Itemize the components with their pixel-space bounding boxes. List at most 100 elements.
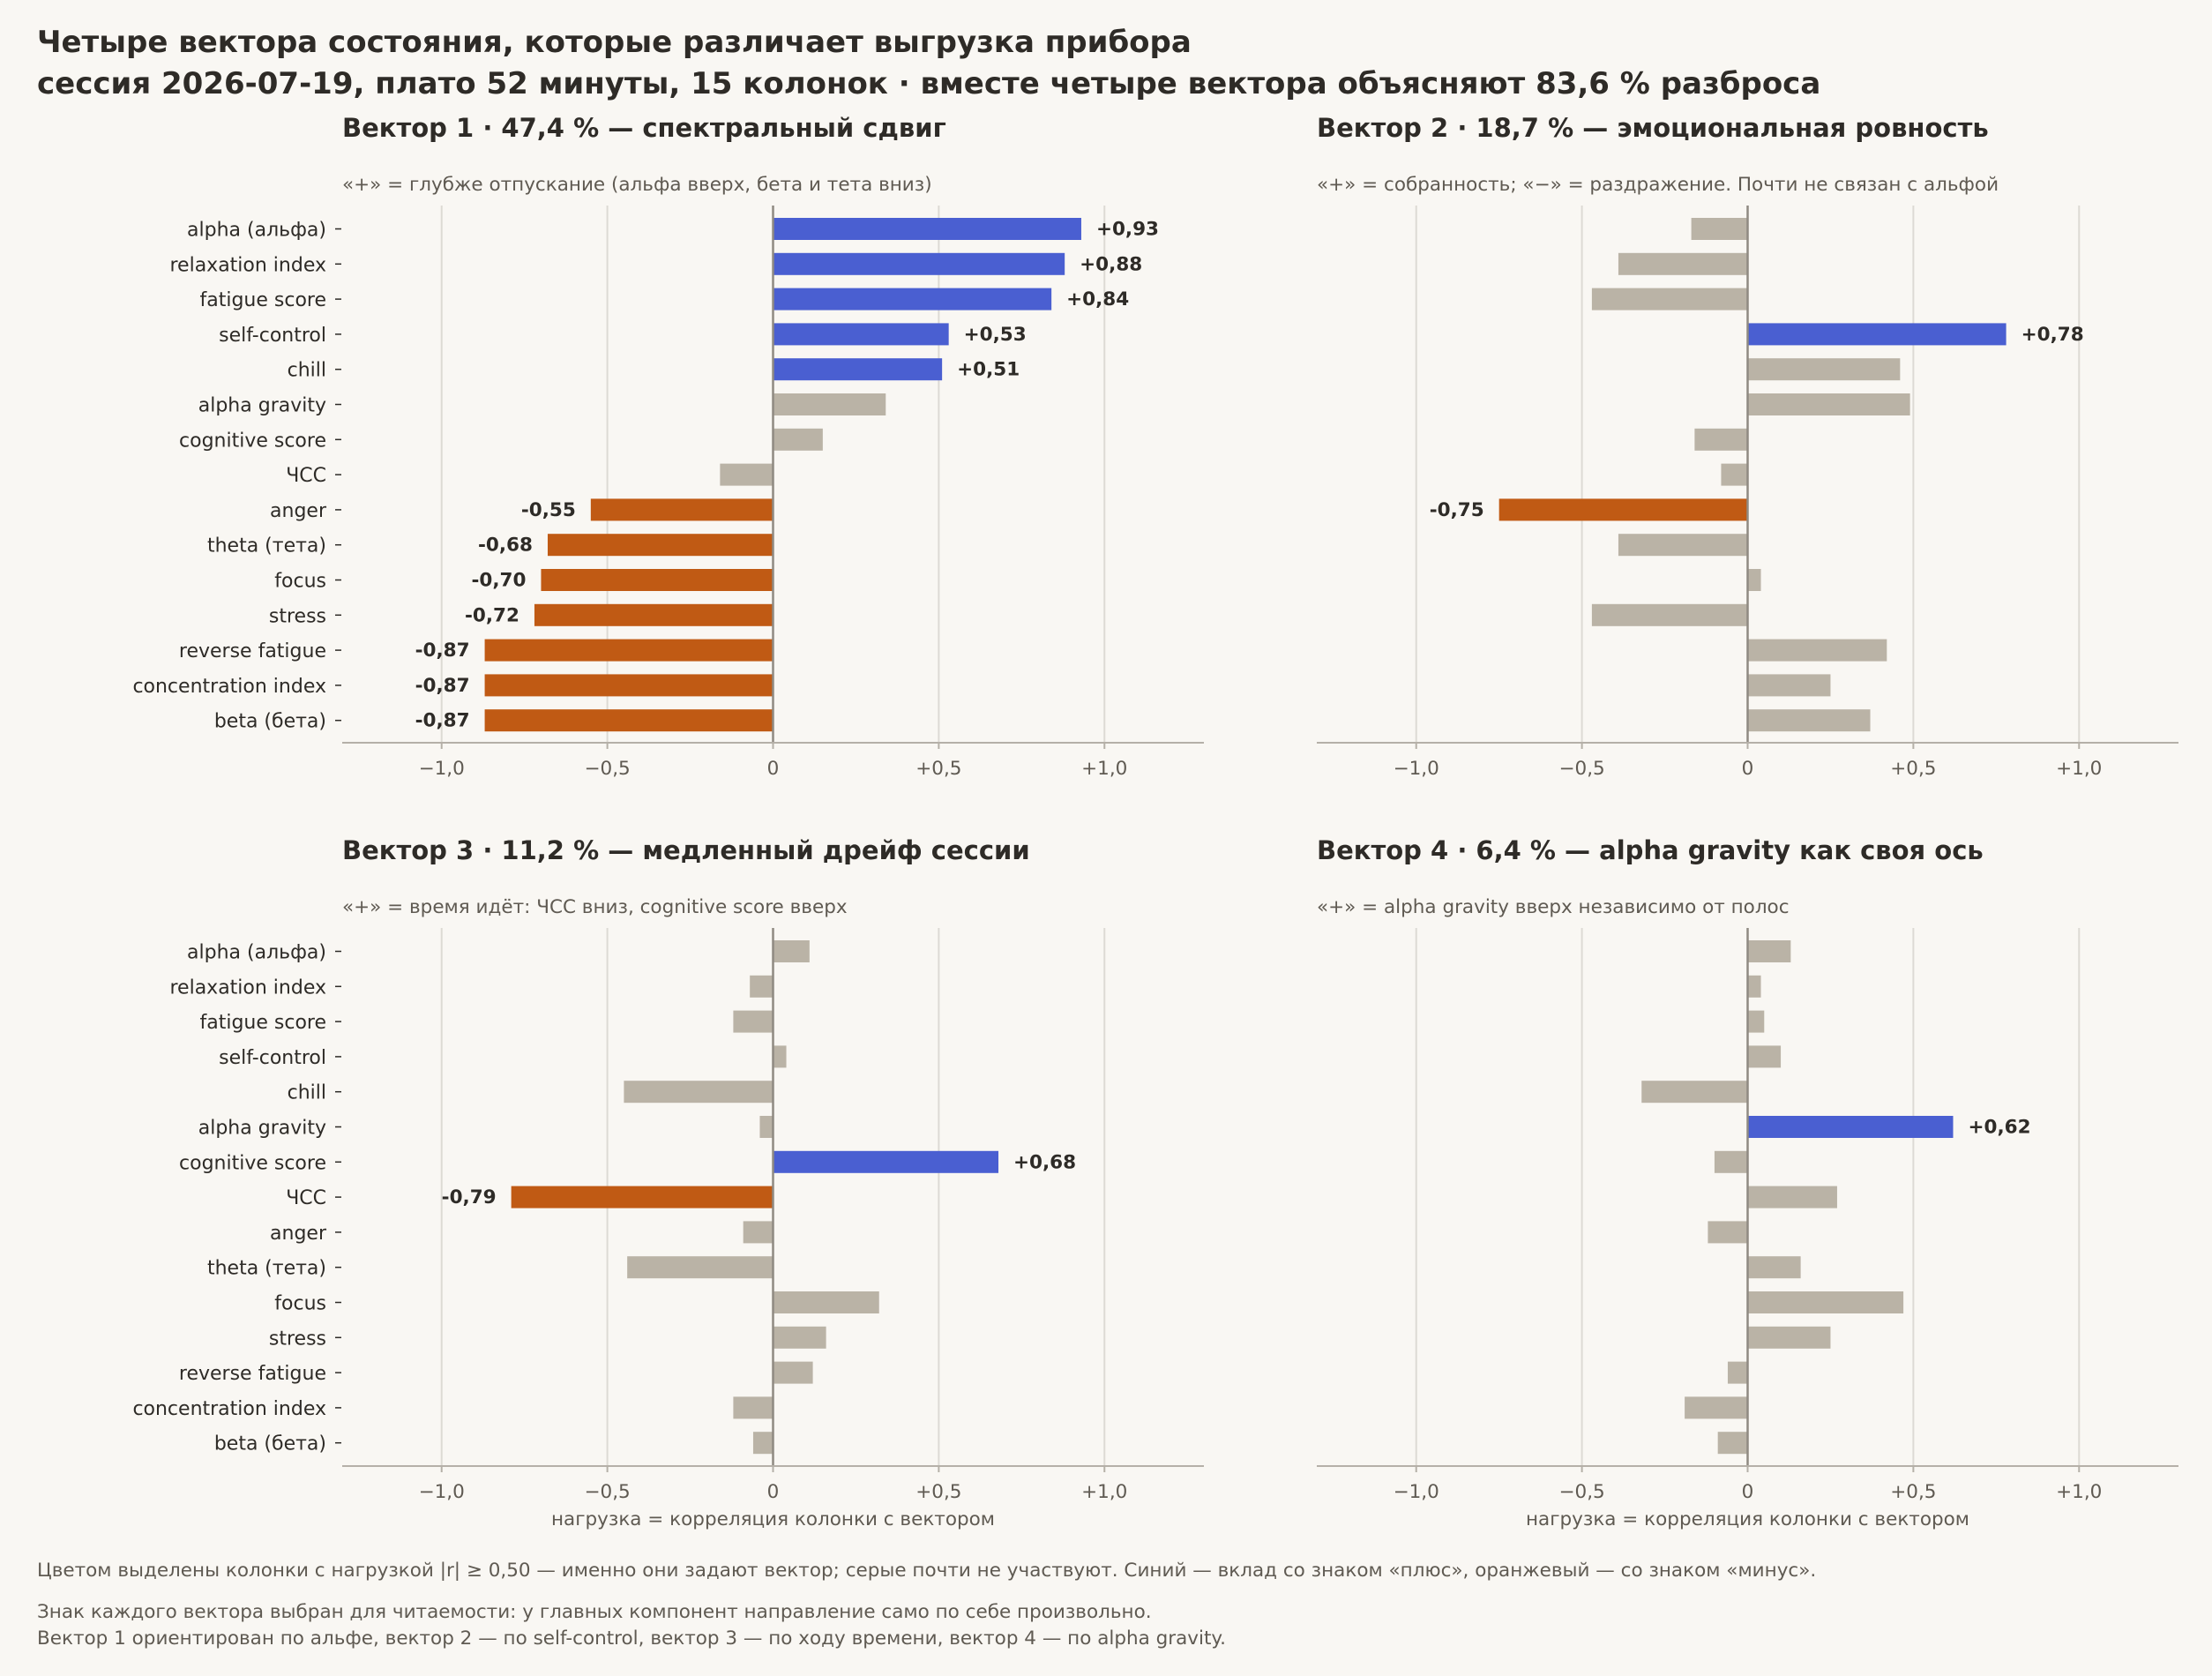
panel-title: Вектор 4 · 6,4 % — alpha gravity как сво… bbox=[1317, 835, 1984, 865]
x-tick-label: +1,0 bbox=[2056, 758, 2102, 780]
bar bbox=[534, 603, 773, 626]
bar-value-label: -0,79 bbox=[442, 1186, 497, 1208]
bar bbox=[1727, 1361, 1748, 1384]
x-tick-label: +1,0 bbox=[2056, 1481, 2102, 1503]
bar bbox=[547, 534, 773, 557]
x-tick-label: −1,0 bbox=[419, 758, 465, 780]
y-tick-label: ЧСС bbox=[286, 1187, 326, 1209]
x-tick-label: −0,5 bbox=[585, 1481, 631, 1503]
x-tick-label: 0 bbox=[767, 1481, 780, 1503]
bar bbox=[773, 323, 949, 346]
y-tick-label: concentration index bbox=[132, 1398, 326, 1420]
y-tick-label: alpha gravity bbox=[198, 1118, 326, 1140]
bar bbox=[733, 1010, 773, 1033]
y-tick-label: reverse fatigue bbox=[179, 640, 326, 662]
bar bbox=[733, 1396, 773, 1419]
bar-value-label: +0,84 bbox=[1066, 288, 1129, 311]
y-tick-label: anger bbox=[270, 500, 327, 522]
x-tick-label: +1,0 bbox=[1081, 1481, 1127, 1503]
footnote-sign-note: Знак каждого вектора выбран для читаемос… bbox=[37, 1601, 1152, 1623]
y-tick-label: alpha gravity bbox=[198, 395, 326, 417]
bar bbox=[743, 1221, 773, 1244]
panel-title: Вектор 2 · 18,7 % — эмоциональная ровнос… bbox=[1317, 113, 1989, 143]
bar-value-label: -0,87 bbox=[415, 640, 470, 662]
x-tick-label: −1,0 bbox=[419, 1481, 465, 1503]
bar bbox=[773, 428, 823, 451]
y-tick-label: fatigue score bbox=[199, 289, 326, 311]
x-tick-label: +0,5 bbox=[1890, 1481, 1936, 1503]
y-tick-label: self-control bbox=[219, 325, 326, 347]
bar bbox=[1747, 323, 2006, 346]
bar bbox=[1747, 674, 1831, 697]
figure-title: Четыре вектора состояния, которые различ… bbox=[37, 25, 1192, 60]
bar bbox=[1714, 1150, 1748, 1173]
x-axis-label: нагрузка = корреляция колонки с вектором bbox=[551, 1508, 995, 1530]
panel-title: Вектор 3 · 11,2 % — медленный дрейф сесс… bbox=[342, 835, 1030, 865]
bar bbox=[1747, 1186, 1837, 1208]
bar bbox=[1747, 639, 1887, 662]
bar-value-label: +0,93 bbox=[1096, 219, 1159, 241]
bar-value-label: -0,68 bbox=[478, 535, 533, 557]
panel-subtitle: «+» = время идёт: ЧСС вниз, cognitive sc… bbox=[342, 896, 848, 918]
bar bbox=[759, 1116, 773, 1138]
x-tick-label: −1,0 bbox=[1394, 758, 1439, 780]
x-tick-label: −0,5 bbox=[1559, 758, 1605, 780]
figure-subtitle: сессия 2026-07-19, плато 52 минуты, 15 к… bbox=[37, 66, 1821, 101]
bar-value-label: +0,62 bbox=[1968, 1117, 2030, 1139]
y-tick-label: concentration index bbox=[132, 676, 326, 698]
x-tick-label: +1,0 bbox=[1081, 758, 1127, 780]
bar-value-label: +0,53 bbox=[964, 324, 1027, 346]
bar bbox=[773, 288, 1052, 311]
panel-subtitle: «+» = собранность; «−» = раздражение. По… bbox=[1317, 174, 1999, 196]
y-tick-label: chill bbox=[288, 360, 326, 382]
y-tick-label: focus bbox=[274, 1293, 326, 1315]
bar bbox=[1708, 1221, 1748, 1244]
bar bbox=[1747, 1116, 1954, 1138]
bar bbox=[1747, 393, 1910, 415]
bar bbox=[773, 940, 810, 962]
y-tick-label: self-control bbox=[219, 1047, 326, 1069]
bar-value-label: -0,72 bbox=[465, 604, 519, 626]
y-tick-label: cognitive score bbox=[179, 430, 326, 452]
x-tick-label: 0 bbox=[767, 758, 780, 780]
y-tick-label: stress bbox=[269, 1328, 326, 1350]
x-tick-label: −1,0 bbox=[1394, 1481, 1439, 1503]
bar bbox=[1691, 218, 1748, 240]
bar bbox=[484, 709, 773, 732]
x-tick-label: −0,5 bbox=[1559, 1481, 1605, 1503]
bar bbox=[1618, 252, 1748, 275]
bar bbox=[1591, 603, 1748, 626]
bar-value-label: -0,87 bbox=[415, 675, 470, 697]
bar bbox=[627, 1256, 773, 1279]
bar bbox=[1747, 1010, 1765, 1033]
bar bbox=[773, 252, 1065, 275]
bar-value-label: -0,55 bbox=[521, 499, 576, 521]
bar bbox=[1747, 569, 1761, 591]
bar bbox=[1717, 1432, 1748, 1455]
bar-value-label: -0,87 bbox=[415, 710, 470, 732]
x-tick-label: 0 bbox=[1742, 758, 1754, 780]
y-tick-label: focus bbox=[274, 571, 326, 593]
bar bbox=[773, 1326, 826, 1349]
bar bbox=[1747, 1045, 1782, 1068]
bar bbox=[1721, 463, 1748, 486]
bar-value-label: +0,78 bbox=[2021, 324, 2084, 346]
bar-value-label: +0,68 bbox=[1013, 1151, 1076, 1173]
bar bbox=[484, 639, 773, 662]
y-tick-label: relaxation index bbox=[169, 976, 326, 999]
y-tick-label: theta (тета) bbox=[207, 535, 326, 557]
bar-value-label: +0,88 bbox=[1080, 253, 1142, 275]
y-tick-label: fatigue score bbox=[199, 1012, 326, 1034]
bar bbox=[1747, 1291, 1904, 1313]
bar-value-label: -0,75 bbox=[1430, 499, 1484, 521]
bar-value-label: +0,51 bbox=[957, 359, 1020, 381]
bar bbox=[484, 674, 773, 697]
bar bbox=[1498, 498, 1748, 521]
x-tick-label: 0 bbox=[1742, 1481, 1754, 1503]
bar bbox=[1685, 1396, 1748, 1419]
bar bbox=[1747, 709, 1871, 732]
x-axis-label: нагрузка = корреляция колонки с вектором bbox=[1526, 1508, 1969, 1530]
y-tick-label: alpha (альфа) bbox=[187, 220, 326, 242]
y-tick-label: anger bbox=[270, 1223, 327, 1245]
bar bbox=[1747, 975, 1761, 998]
